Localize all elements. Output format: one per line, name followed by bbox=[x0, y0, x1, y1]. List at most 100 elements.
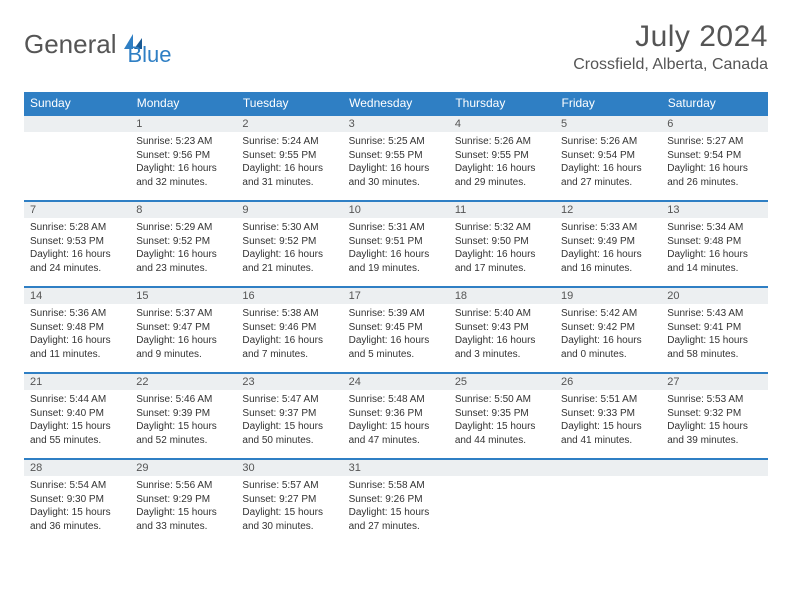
day-details: Sunrise: 5:29 AMSunset: 9:52 PMDaylight:… bbox=[130, 218, 236, 280]
day-details: Sunrise: 5:26 AMSunset: 9:54 PMDaylight:… bbox=[555, 132, 661, 194]
daylight-text: Daylight: 15 hours and 55 minutes. bbox=[30, 420, 124, 447]
day-number: 24 bbox=[343, 374, 449, 390]
weekday-header: Saturday bbox=[661, 92, 767, 115]
day-number: 22 bbox=[130, 374, 236, 390]
calendar-cell bbox=[449, 459, 555, 545]
daylight-text: Daylight: 15 hours and 44 minutes. bbox=[455, 420, 549, 447]
calendar-table: Sunday Monday Tuesday Wednesday Thursday… bbox=[24, 92, 768, 545]
sunset-text: Sunset: 9:33 PM bbox=[561, 407, 655, 421]
calendar-cell: 17Sunrise: 5:39 AMSunset: 9:45 PMDayligh… bbox=[343, 287, 449, 373]
daylight-text: Daylight: 15 hours and 33 minutes. bbox=[136, 506, 230, 533]
calendar-cell: 22Sunrise: 5:46 AMSunset: 9:39 PMDayligh… bbox=[130, 373, 236, 459]
calendar-cell: 23Sunrise: 5:47 AMSunset: 9:37 PMDayligh… bbox=[236, 373, 342, 459]
sunset-text: Sunset: 9:42 PM bbox=[561, 321, 655, 335]
calendar-cell: 14Sunrise: 5:36 AMSunset: 9:48 PMDayligh… bbox=[24, 287, 130, 373]
calendar-cell: 11Sunrise: 5:32 AMSunset: 9:50 PMDayligh… bbox=[449, 201, 555, 287]
sunset-text: Sunset: 9:50 PM bbox=[455, 235, 549, 249]
sunrise-text: Sunrise: 5:43 AM bbox=[667, 307, 761, 321]
daylight-text: Daylight: 15 hours and 58 minutes. bbox=[667, 334, 761, 361]
sunrise-text: Sunrise: 5:27 AM bbox=[667, 135, 761, 149]
page-title: July 2024 bbox=[573, 20, 768, 54]
calendar-cell: 19Sunrise: 5:42 AMSunset: 9:42 PMDayligh… bbox=[555, 287, 661, 373]
day-details: Sunrise: 5:36 AMSunset: 9:48 PMDaylight:… bbox=[24, 304, 130, 366]
calendar-cell: 31Sunrise: 5:58 AMSunset: 9:26 PMDayligh… bbox=[343, 459, 449, 545]
day-number: 11 bbox=[449, 202, 555, 218]
daylight-text: Daylight: 16 hours and 16 minutes. bbox=[561, 248, 655, 275]
day-number: 1 bbox=[130, 116, 236, 132]
calendar-cell: 21Sunrise: 5:44 AMSunset: 9:40 PMDayligh… bbox=[24, 373, 130, 459]
daylight-text: Daylight: 16 hours and 30 minutes. bbox=[349, 162, 443, 189]
sunset-text: Sunset: 9:52 PM bbox=[242, 235, 336, 249]
day-details: Sunrise: 5:23 AMSunset: 9:56 PMDaylight:… bbox=[130, 132, 236, 194]
daylight-text: Daylight: 15 hours and 36 minutes. bbox=[30, 506, 124, 533]
day-number: 20 bbox=[661, 288, 767, 304]
weekday-header: Tuesday bbox=[236, 92, 342, 115]
sunrise-text: Sunrise: 5:50 AM bbox=[455, 393, 549, 407]
daylight-text: Daylight: 15 hours and 50 minutes. bbox=[242, 420, 336, 447]
day-number: 17 bbox=[343, 288, 449, 304]
sunset-text: Sunset: 9:43 PM bbox=[455, 321, 549, 335]
daylight-text: Daylight: 16 hours and 29 minutes. bbox=[455, 162, 549, 189]
sunrise-text: Sunrise: 5:51 AM bbox=[561, 393, 655, 407]
sunrise-text: Sunrise: 5:48 AM bbox=[349, 393, 443, 407]
sunset-text: Sunset: 9:41 PM bbox=[667, 321, 761, 335]
day-details: Sunrise: 5:27 AMSunset: 9:54 PMDaylight:… bbox=[661, 132, 767, 194]
day-number: 26 bbox=[555, 374, 661, 390]
sunset-text: Sunset: 9:46 PM bbox=[242, 321, 336, 335]
day-number: 14 bbox=[24, 288, 130, 304]
day-details: Sunrise: 5:46 AMSunset: 9:39 PMDaylight:… bbox=[130, 390, 236, 452]
day-details: Sunrise: 5:48 AMSunset: 9:36 PMDaylight:… bbox=[343, 390, 449, 452]
day-details: Sunrise: 5:50 AMSunset: 9:35 PMDaylight:… bbox=[449, 390, 555, 452]
day-number: 9 bbox=[236, 202, 342, 218]
day-number: 19 bbox=[555, 288, 661, 304]
sunrise-text: Sunrise: 5:33 AM bbox=[561, 221, 655, 235]
calendar-cell: 25Sunrise: 5:50 AMSunset: 9:35 PMDayligh… bbox=[449, 373, 555, 459]
day-details: Sunrise: 5:34 AMSunset: 9:48 PMDaylight:… bbox=[661, 218, 767, 280]
day-details: Sunrise: 5:57 AMSunset: 9:27 PMDaylight:… bbox=[236, 476, 342, 538]
sunrise-text: Sunrise: 5:37 AM bbox=[136, 307, 230, 321]
calendar-cell: 3Sunrise: 5:25 AMSunset: 9:55 PMDaylight… bbox=[343, 115, 449, 201]
calendar-cell: 9 Sunrise: 5:30 AMSunset: 9:52 PMDaylight… bbox=[236, 201, 342, 287]
day-number: 30 bbox=[236, 460, 342, 476]
sunrise-text: Sunrise: 5:39 AM bbox=[349, 307, 443, 321]
day-number: 28 bbox=[24, 460, 130, 476]
sunrise-text: Sunrise: 5:38 AM bbox=[242, 307, 336, 321]
daylight-text: Daylight: 16 hours and 19 minutes. bbox=[349, 248, 443, 275]
calendar-cell: 29Sunrise: 5:56 AMSunset: 9:29 PMDayligh… bbox=[130, 459, 236, 545]
day-number: 25 bbox=[449, 374, 555, 390]
sunset-text: Sunset: 9:47 PM bbox=[136, 321, 230, 335]
day-details: Sunrise: 5:47 AMSunset: 9:37 PMDaylight:… bbox=[236, 390, 342, 452]
sunrise-text: Sunrise: 5:28 AM bbox=[30, 221, 124, 235]
sunset-text: Sunset: 9:40 PM bbox=[30, 407, 124, 421]
daylight-text: Daylight: 16 hours and 23 minutes. bbox=[136, 248, 230, 275]
daylight-text: Daylight: 16 hours and 21 minutes. bbox=[242, 248, 336, 275]
calendar-cell: 12Sunrise: 5:33 AMSunset: 9:49 PMDayligh… bbox=[555, 201, 661, 287]
calendar-row: 1Sunrise: 5:23 AMSunset: 9:56 PMDaylight… bbox=[24, 115, 768, 201]
sunrise-text: Sunrise: 5:26 AM bbox=[455, 135, 549, 149]
day-number: 16 bbox=[236, 288, 342, 304]
calendar-cell: 6Sunrise: 5:27 AMSunset: 9:54 PMDaylight… bbox=[661, 115, 767, 201]
sunset-text: Sunset: 9:56 PM bbox=[136, 149, 230, 163]
calendar-row: 28Sunrise: 5:54 AMSunset: 9:30 PMDayligh… bbox=[24, 459, 768, 545]
day-details: Sunrise: 5:40 AMSunset: 9:43 PMDaylight:… bbox=[449, 304, 555, 366]
sunrise-text: Sunrise: 5:23 AM bbox=[136, 135, 230, 149]
sunrise-text: Sunrise: 5:53 AM bbox=[667, 393, 761, 407]
calendar-cell: 15Sunrise: 5:37 AMSunset: 9:47 PMDayligh… bbox=[130, 287, 236, 373]
calendar-cell bbox=[555, 459, 661, 545]
day-number: 12 bbox=[555, 202, 661, 218]
day-details: Sunrise: 5:42 AMSunset: 9:42 PMDaylight:… bbox=[555, 304, 661, 366]
day-details: Sunrise: 5:31 AMSunset: 9:51 PMDaylight:… bbox=[343, 218, 449, 280]
daylight-text: Daylight: 16 hours and 0 minutes. bbox=[561, 334, 655, 361]
sunset-text: Sunset: 9:36 PM bbox=[349, 407, 443, 421]
weekday-header-row: Sunday Monday Tuesday Wednesday Thursday… bbox=[24, 92, 768, 115]
daylight-text: Daylight: 16 hours and 27 minutes. bbox=[561, 162, 655, 189]
calendar-row: 21Sunrise: 5:44 AMSunset: 9:40 PMDayligh… bbox=[24, 373, 768, 459]
day-details: Sunrise: 5:24 AMSunset: 9:55 PMDaylight:… bbox=[236, 132, 342, 194]
calendar-row: 14Sunrise: 5:36 AMSunset: 9:48 PMDayligh… bbox=[24, 287, 768, 373]
sunset-text: Sunset: 9:29 PM bbox=[136, 493, 230, 507]
day-number: 7 bbox=[24, 202, 130, 218]
calendar-cell: 7Sunrise: 5:28 AMSunset: 9:53 PMDaylight… bbox=[24, 201, 130, 287]
sunrise-text: Sunrise: 5:57 AM bbox=[242, 479, 336, 493]
weekday-header: Monday bbox=[130, 92, 236, 115]
sunrise-text: Sunrise: 5:30 AM bbox=[242, 221, 336, 235]
